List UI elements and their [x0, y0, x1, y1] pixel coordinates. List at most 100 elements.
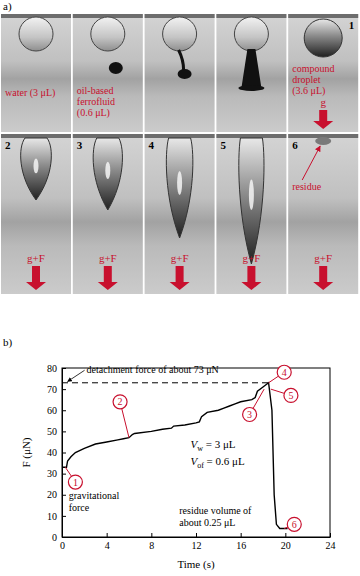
force-label: g — [320, 96, 326, 108]
water-droplet — [91, 17, 125, 51]
frame: 2g+F — [1, 134, 71, 294]
frame-caption: compound — [292, 63, 334, 74]
annotation-circle — [287, 517, 301, 531]
ferrofluid-neck — [179, 50, 184, 70]
formula-rest: = 0.6 μL — [204, 455, 245, 467]
tick: 20 — [281, 533, 291, 551]
frame-number: 4 — [149, 139, 155, 151]
frame-background — [216, 14, 286, 132]
force-label: g+F — [99, 252, 117, 264]
tick-mark — [62, 537, 66, 538]
tick-label: 40 — [47, 447, 57, 458]
frame: oil-basedferrofluid(0.6 μL) — [73, 14, 143, 132]
tick-mark — [241, 533, 242, 537]
plot-area — [62, 383, 288, 529]
frame: water (3 μL) — [1, 14, 71, 132]
frame-background — [1, 134, 71, 294]
tick-mark — [62, 453, 66, 454]
frame-caption: water (3 μL) — [5, 87, 55, 99]
tick-label: 0 — [52, 532, 57, 543]
water-droplet — [163, 17, 197, 51]
substrate — [288, 14, 358, 18]
compound-droplet — [304, 19, 342, 57]
force-arrow — [313, 110, 333, 129]
elongated-droplet — [166, 138, 193, 238]
x-axis-line — [63, 537, 331, 538]
force-arrow — [98, 266, 118, 290]
frame-background — [216, 134, 286, 294]
x-axis-title: Time (s) — [177, 558, 215, 571]
tick-label: 12 — [192, 540, 202, 551]
tick: 80 — [47, 363, 66, 374]
note: residue volume of — [179, 505, 252, 516]
formula-rest: = 3 μL — [203, 438, 236, 450]
tick-label: 20 — [281, 540, 291, 551]
annotation-number: 1 — [73, 477, 78, 488]
substrate — [1, 134, 71, 138]
tick: 60 — [47, 405, 66, 416]
substrate — [73, 134, 143, 138]
annotation-circle — [277, 365, 291, 379]
substrate — [145, 134, 215, 138]
frame-caption: oil-based — [77, 85, 114, 96]
frame: 4g+F — [145, 134, 215, 294]
tick-mark — [330, 533, 331, 537]
force-arrow — [241, 266, 261, 290]
substrate — [216, 134, 286, 138]
tick: 20 — [47, 489, 66, 500]
tick-label: 16 — [236, 540, 246, 551]
force-label: g+F — [314, 252, 332, 264]
tick-label: 20 — [47, 489, 57, 500]
annotation: 4 — [269, 365, 292, 383]
frame-background — [288, 134, 358, 294]
frame-number: 2 — [5, 139, 11, 151]
data-line — [62, 383, 288, 529]
frame-number: 6 — [292, 139, 298, 151]
frame — [216, 14, 286, 132]
tick-label: 10 — [47, 511, 57, 522]
droplet-highlight — [34, 158, 39, 173]
tick-label: 0 — [60, 540, 65, 551]
frame — [145, 14, 215, 132]
tick-mark — [62, 431, 66, 432]
x-axis: 0 4 8 12 16 20 24 — [60, 533, 336, 551]
tick-label: 30 — [47, 468, 57, 479]
annotation-circle — [68, 475, 82, 489]
tick-mark — [285, 533, 286, 537]
force-label: g+F — [242, 252, 260, 264]
tick-mark — [62, 410, 66, 411]
frame-caption: ferrofluid — [77, 96, 115, 107]
tick: 8 — [149, 533, 154, 551]
frame: 1compounddroplet(3.6 μL)g — [288, 14, 358, 132]
tick-mark — [62, 389, 66, 390]
tick: 50 — [47, 426, 66, 437]
elongated-droplet — [93, 138, 122, 210]
ferrofluid-column — [241, 49, 261, 88]
note: about 0.25 μL — [179, 517, 235, 528]
water-droplet — [234, 17, 268, 51]
frame-caption: residue — [292, 181, 321, 192]
note: force — [69, 502, 90, 513]
frame-background — [1, 14, 71, 132]
tick-mark — [62, 495, 66, 496]
y-axis-title: F (μN) — [20, 437, 33, 467]
frame-number: 1 — [349, 19, 355, 31]
tick: 10 — [47, 511, 66, 522]
reference-label: detachment force of about 73 μN — [87, 364, 219, 375]
residue-droplet — [315, 137, 331, 145]
frame-background — [73, 134, 143, 294]
frame-caption: droplet — [292, 74, 321, 85]
force-arrow — [170, 266, 190, 290]
elongated-droplet — [239, 138, 264, 264]
ferrofluid-base — [238, 85, 264, 91]
annotation: 3 — [243, 389, 265, 421]
tick-mark — [62, 516, 66, 517]
frame: 3g+F — [73, 134, 143, 294]
tick-label: 4 — [105, 540, 110, 551]
tick: 24 — [326, 533, 336, 551]
frame: 6 residue g+F — [288, 134, 358, 294]
tick: 12 — [192, 533, 202, 551]
tick-mark — [196, 533, 197, 537]
tick-label: 80 — [47, 363, 57, 374]
figure: a)water (3 μL)oil-basedferrofluid(0.6 μL… — [0, 0, 360, 576]
